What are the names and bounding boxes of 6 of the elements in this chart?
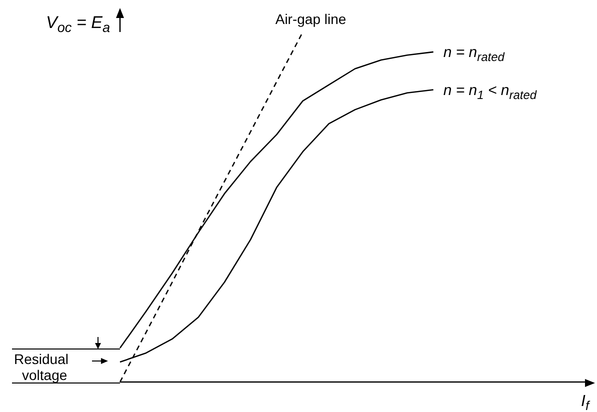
y-axis-title: V$_{oc}$ = E$_{a}$: [46, 13, 110, 36]
text: Residual voltage: [14, 351, 68, 383]
series-label: Air-gap line: [275, 11, 346, 27]
x-axis-title: I$_{f}$: [580, 393, 590, 412]
series-label: n = n$_{rated}$: [443, 44, 505, 64]
series-label: n = n$_{1}$ < n$_{rated}$: [443, 82, 537, 102]
